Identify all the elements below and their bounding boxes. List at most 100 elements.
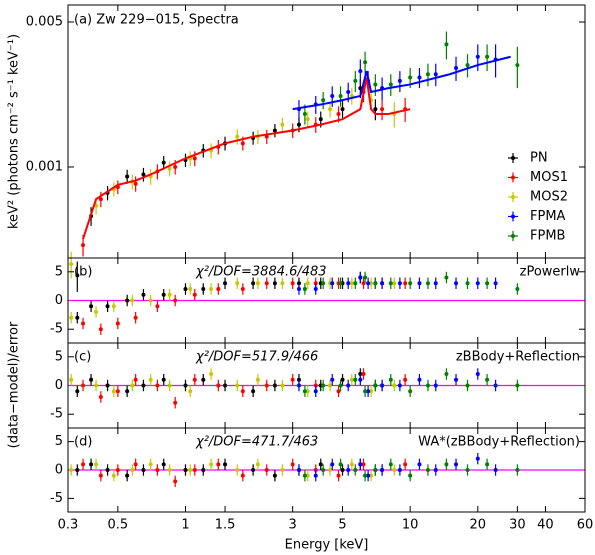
data-point bbox=[425, 468, 430, 472]
data-point bbox=[251, 468, 256, 472]
data-point bbox=[392, 383, 397, 388]
data-point bbox=[361, 462, 366, 467]
data-point bbox=[173, 298, 178, 303]
data-point bbox=[235, 383, 240, 388]
statistic: χ²/DOF=471.7/463 bbox=[195, 435, 318, 450]
data-point bbox=[388, 281, 393, 286]
data-point bbox=[330, 377, 335, 382]
data-point bbox=[417, 281, 422, 286]
data-point bbox=[485, 281, 490, 286]
data-point bbox=[155, 383, 160, 388]
data-point bbox=[130, 383, 135, 388]
legend-label: FPMA bbox=[530, 209, 566, 224]
data-point bbox=[425, 72, 430, 77]
data-point bbox=[444, 372, 449, 377]
data-point bbox=[318, 117, 323, 122]
data-point bbox=[353, 78, 358, 83]
data-point bbox=[148, 377, 153, 382]
data-point bbox=[255, 462, 260, 467]
data-point bbox=[69, 315, 74, 320]
data-point bbox=[115, 389, 120, 394]
data-point bbox=[321, 383, 326, 388]
data-point bbox=[433, 383, 438, 388]
data-point bbox=[296, 468, 301, 472]
legend-marker bbox=[511, 175, 515, 180]
data-point bbox=[444, 42, 449, 47]
y-tick-label: 5 bbox=[55, 264, 63, 279]
data-point bbox=[105, 304, 110, 309]
model-label: zBBody+Reflection bbox=[456, 350, 580, 365]
y-tick-label: 0.005 bbox=[26, 15, 63, 30]
data-point bbox=[318, 462, 323, 467]
legend-label: MOS1 bbox=[530, 170, 568, 185]
data-point bbox=[94, 309, 99, 314]
data-point bbox=[141, 468, 146, 472]
data-point bbox=[366, 389, 371, 394]
data-point bbox=[465, 281, 470, 286]
data-point bbox=[346, 468, 351, 472]
data-point bbox=[361, 372, 366, 377]
data-point bbox=[330, 462, 335, 467]
x-tick-label: 0.3 bbox=[58, 518, 79, 533]
data-point bbox=[290, 281, 295, 286]
data-point bbox=[141, 172, 146, 177]
data-point bbox=[369, 473, 374, 478]
data-point bbox=[397, 383, 402, 388]
data-point bbox=[209, 287, 214, 292]
data-point bbox=[444, 275, 449, 280]
data-point bbox=[302, 473, 307, 478]
data-point bbox=[167, 383, 172, 388]
data-point bbox=[125, 174, 130, 179]
data-point bbox=[183, 287, 188, 292]
data-point bbox=[290, 462, 295, 467]
y-tick-label: 0 bbox=[55, 378, 63, 393]
data-point bbox=[408, 281, 413, 286]
data-point bbox=[485, 462, 490, 467]
data-point bbox=[380, 281, 385, 286]
data-point bbox=[130, 468, 135, 472]
data-point bbox=[183, 468, 188, 472]
legend-marker bbox=[511, 156, 515, 160]
data-point bbox=[373, 82, 378, 87]
data-point bbox=[272, 281, 277, 286]
x-tick-label: 5 bbox=[338, 518, 346, 533]
data-point bbox=[133, 315, 138, 320]
data-point bbox=[454, 66, 459, 71]
data-point bbox=[358, 275, 363, 280]
data-point bbox=[105, 468, 110, 472]
data-point bbox=[346, 383, 351, 388]
data-point bbox=[373, 383, 378, 388]
data-point bbox=[133, 462, 138, 467]
data-point bbox=[328, 468, 333, 472]
data-point bbox=[465, 63, 470, 68]
data-point bbox=[280, 468, 285, 472]
data-point bbox=[302, 287, 307, 292]
x-tick-label: 1.5 bbox=[215, 518, 236, 533]
data-point bbox=[264, 468, 269, 472]
data-point bbox=[475, 281, 480, 286]
data-point bbox=[255, 281, 260, 286]
data-point bbox=[98, 197, 103, 202]
y-axis-label: keV² (photons cm⁻² s⁻¹ keV⁻¹) bbox=[7, 34, 22, 229]
data-point bbox=[148, 298, 153, 303]
data-point bbox=[98, 473, 103, 478]
data-point bbox=[290, 377, 295, 382]
data-point bbox=[223, 462, 228, 467]
data-point bbox=[235, 468, 240, 472]
data-point bbox=[408, 75, 413, 80]
data-point bbox=[358, 377, 363, 382]
legend-marker bbox=[511, 195, 515, 199]
data-point bbox=[251, 281, 256, 286]
model-label: zPowerlw bbox=[520, 265, 581, 280]
data-point bbox=[485, 54, 490, 59]
data-point bbox=[321, 98, 326, 103]
data-point bbox=[89, 462, 94, 467]
data-point bbox=[417, 462, 422, 467]
data-point bbox=[408, 473, 413, 478]
data-point bbox=[216, 462, 221, 467]
data-point bbox=[89, 377, 94, 382]
data-point bbox=[161, 292, 166, 297]
data-point bbox=[433, 468, 438, 472]
